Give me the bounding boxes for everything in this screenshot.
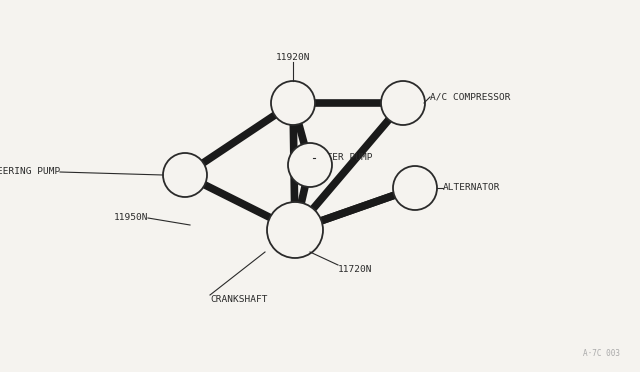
Text: CRANKSHAFT: CRANKSHAFT [210,295,268,304]
Text: ALTERNATOR: ALTERNATOR [443,183,500,192]
Circle shape [163,153,207,197]
Circle shape [393,166,437,210]
Text: A·7C 003: A·7C 003 [583,349,620,358]
Circle shape [288,143,332,187]
Circle shape [267,202,323,258]
Circle shape [381,81,425,125]
Text: A/C COMPRESSOR: A/C COMPRESSOR [430,93,511,102]
Circle shape [271,81,315,125]
Text: 11950N: 11950N [113,214,148,222]
Text: 11920N: 11920N [276,53,310,62]
Text: WATER PUMP: WATER PUMP [315,154,372,163]
Text: POWER STEERING PUMP: POWER STEERING PUMP [0,167,60,176]
Text: 11720N: 11720N [338,265,372,274]
